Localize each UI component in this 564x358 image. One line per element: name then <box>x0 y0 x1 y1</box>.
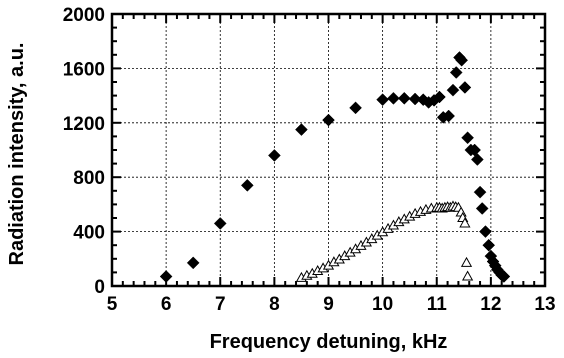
y-tick-label: 800 <box>73 168 105 189</box>
diamond-point <box>449 66 463 79</box>
x-tick-label: 8 <box>269 294 280 315</box>
diamond-point <box>455 53 469 67</box>
diamond-point <box>442 109 456 123</box>
tick-labels: 5 6 7 8 9 10 11 12 13 0 400 800 1200 1600 2000 <box>63 5 556 315</box>
y-tick-label: 400 <box>73 223 105 244</box>
grid-lines <box>112 14 545 286</box>
diamond-point <box>268 149 281 162</box>
x-axis-label: Frequency detuning, kHz <box>210 331 448 353</box>
diamond-point <box>397 91 411 105</box>
triangle-point <box>461 270 474 281</box>
diamond-point <box>408 92 422 106</box>
diamond-point <box>159 270 173 283</box>
x-tick-label: 11 <box>427 294 448 315</box>
diamond-point <box>240 179 254 192</box>
x-tick-label: 6 <box>161 294 172 315</box>
x-tick-label: 13 <box>534 294 555 315</box>
x-tick-label: 5 <box>107 294 118 315</box>
diamond-point <box>446 83 460 97</box>
diamond-point <box>473 185 487 199</box>
y-tick-label: 0 <box>94 277 105 298</box>
diamond-point <box>461 131 474 145</box>
data-points <box>159 51 511 283</box>
triangle-point <box>460 256 473 267</box>
y-axis-label: Radiation intensity, a.u. <box>6 43 28 266</box>
y-tick-label: 1200 <box>63 114 105 135</box>
diamond-point <box>458 81 472 94</box>
diamond-point <box>213 217 227 230</box>
triangle-point <box>459 217 471 228</box>
y-tick-label: 2000 <box>63 5 105 26</box>
diamond-point <box>482 238 496 252</box>
x-tick-label: 12 <box>480 294 501 315</box>
x-tick-label: 7 <box>215 294 226 315</box>
diamond-point <box>322 113 335 127</box>
diamond-point <box>295 123 308 136</box>
diamond-point <box>475 202 489 215</box>
y-tick-label: 1600 <box>63 59 105 80</box>
diamond-point <box>497 270 511 283</box>
axis-ticks <box>111 13 546 287</box>
diamond-point <box>376 93 389 107</box>
diamond-point <box>186 256 200 270</box>
diamond-point <box>470 153 484 166</box>
x-tick-label: 9 <box>323 294 334 315</box>
diamond-point <box>387 91 400 105</box>
diamond-point <box>433 90 446 104</box>
diamond-point <box>479 225 492 238</box>
diamond-point <box>349 101 362 115</box>
x-tick-label: 10 <box>372 294 393 315</box>
